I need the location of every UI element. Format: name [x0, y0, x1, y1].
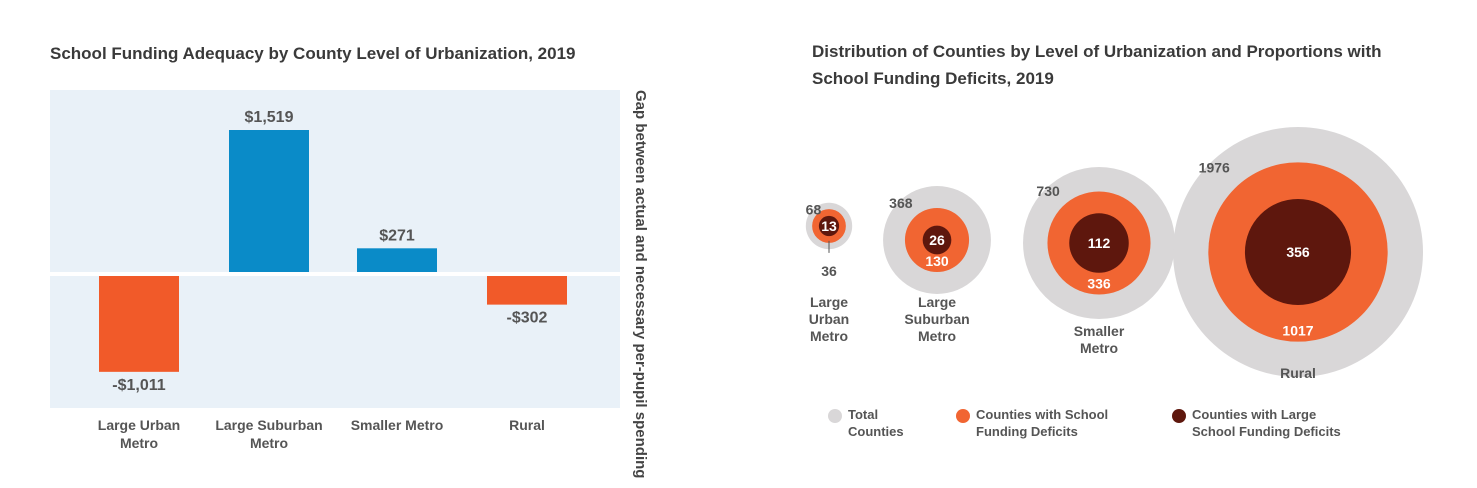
- bar-category-label-2-0: Smaller Metro: [351, 417, 444, 433]
- legend-label-funding-deficits: Counties with School Funding Deficits: [976, 407, 1109, 439]
- bar-value-label-2: $271: [379, 227, 415, 244]
- bar-3: [487, 276, 567, 305]
- legend-item-large-funding-deficits: Counties with Large School Funding Defici…: [1172, 406, 1372, 440]
- bar-value-label-3: -$302: [507, 310, 548, 327]
- bar-category-label-0-0: Large Urban: [98, 417, 180, 433]
- bar-value-label-0: -$1,011: [112, 377, 165, 394]
- bar-chart-y-axis-label: Gap between actual and necessary per-pup…: [632, 90, 649, 478]
- legend-swatch-total-counties: [828, 409, 842, 423]
- bar-category-label-1-0: Large Suburban: [215, 417, 322, 433]
- bar-1: [229, 130, 309, 274]
- bar-value-label-1: $1,519: [245, 109, 294, 126]
- bar-category-label-0-1: Metro: [120, 435, 158, 451]
- bar-2: [357, 248, 437, 274]
- bar-category-label-1-1: Metro: [250, 435, 288, 451]
- legend-item-total-counties: Total Counties: [828, 406, 998, 440]
- bar-0: [99, 276, 179, 372]
- bar-category-label-3-0: Rural: [509, 417, 545, 433]
- legend-item-funding-deficits: Counties with School Funding Deficits: [956, 406, 1126, 440]
- bubble-chart-title: Distribution of Counties by Level of Urb…: [812, 42, 1382, 88]
- bar-chart-title: School Funding Adequacy by County Level …: [50, 44, 576, 63]
- legend-label-large-funding-deficits: Counties with Large School Funding Defici…: [1192, 407, 1341, 439]
- legend-swatch-funding-deficits: [956, 409, 970, 423]
- legend-label-total-counties: Total Counties: [848, 407, 904, 439]
- legend-swatch-large-funding-deficits: [1172, 409, 1186, 423]
